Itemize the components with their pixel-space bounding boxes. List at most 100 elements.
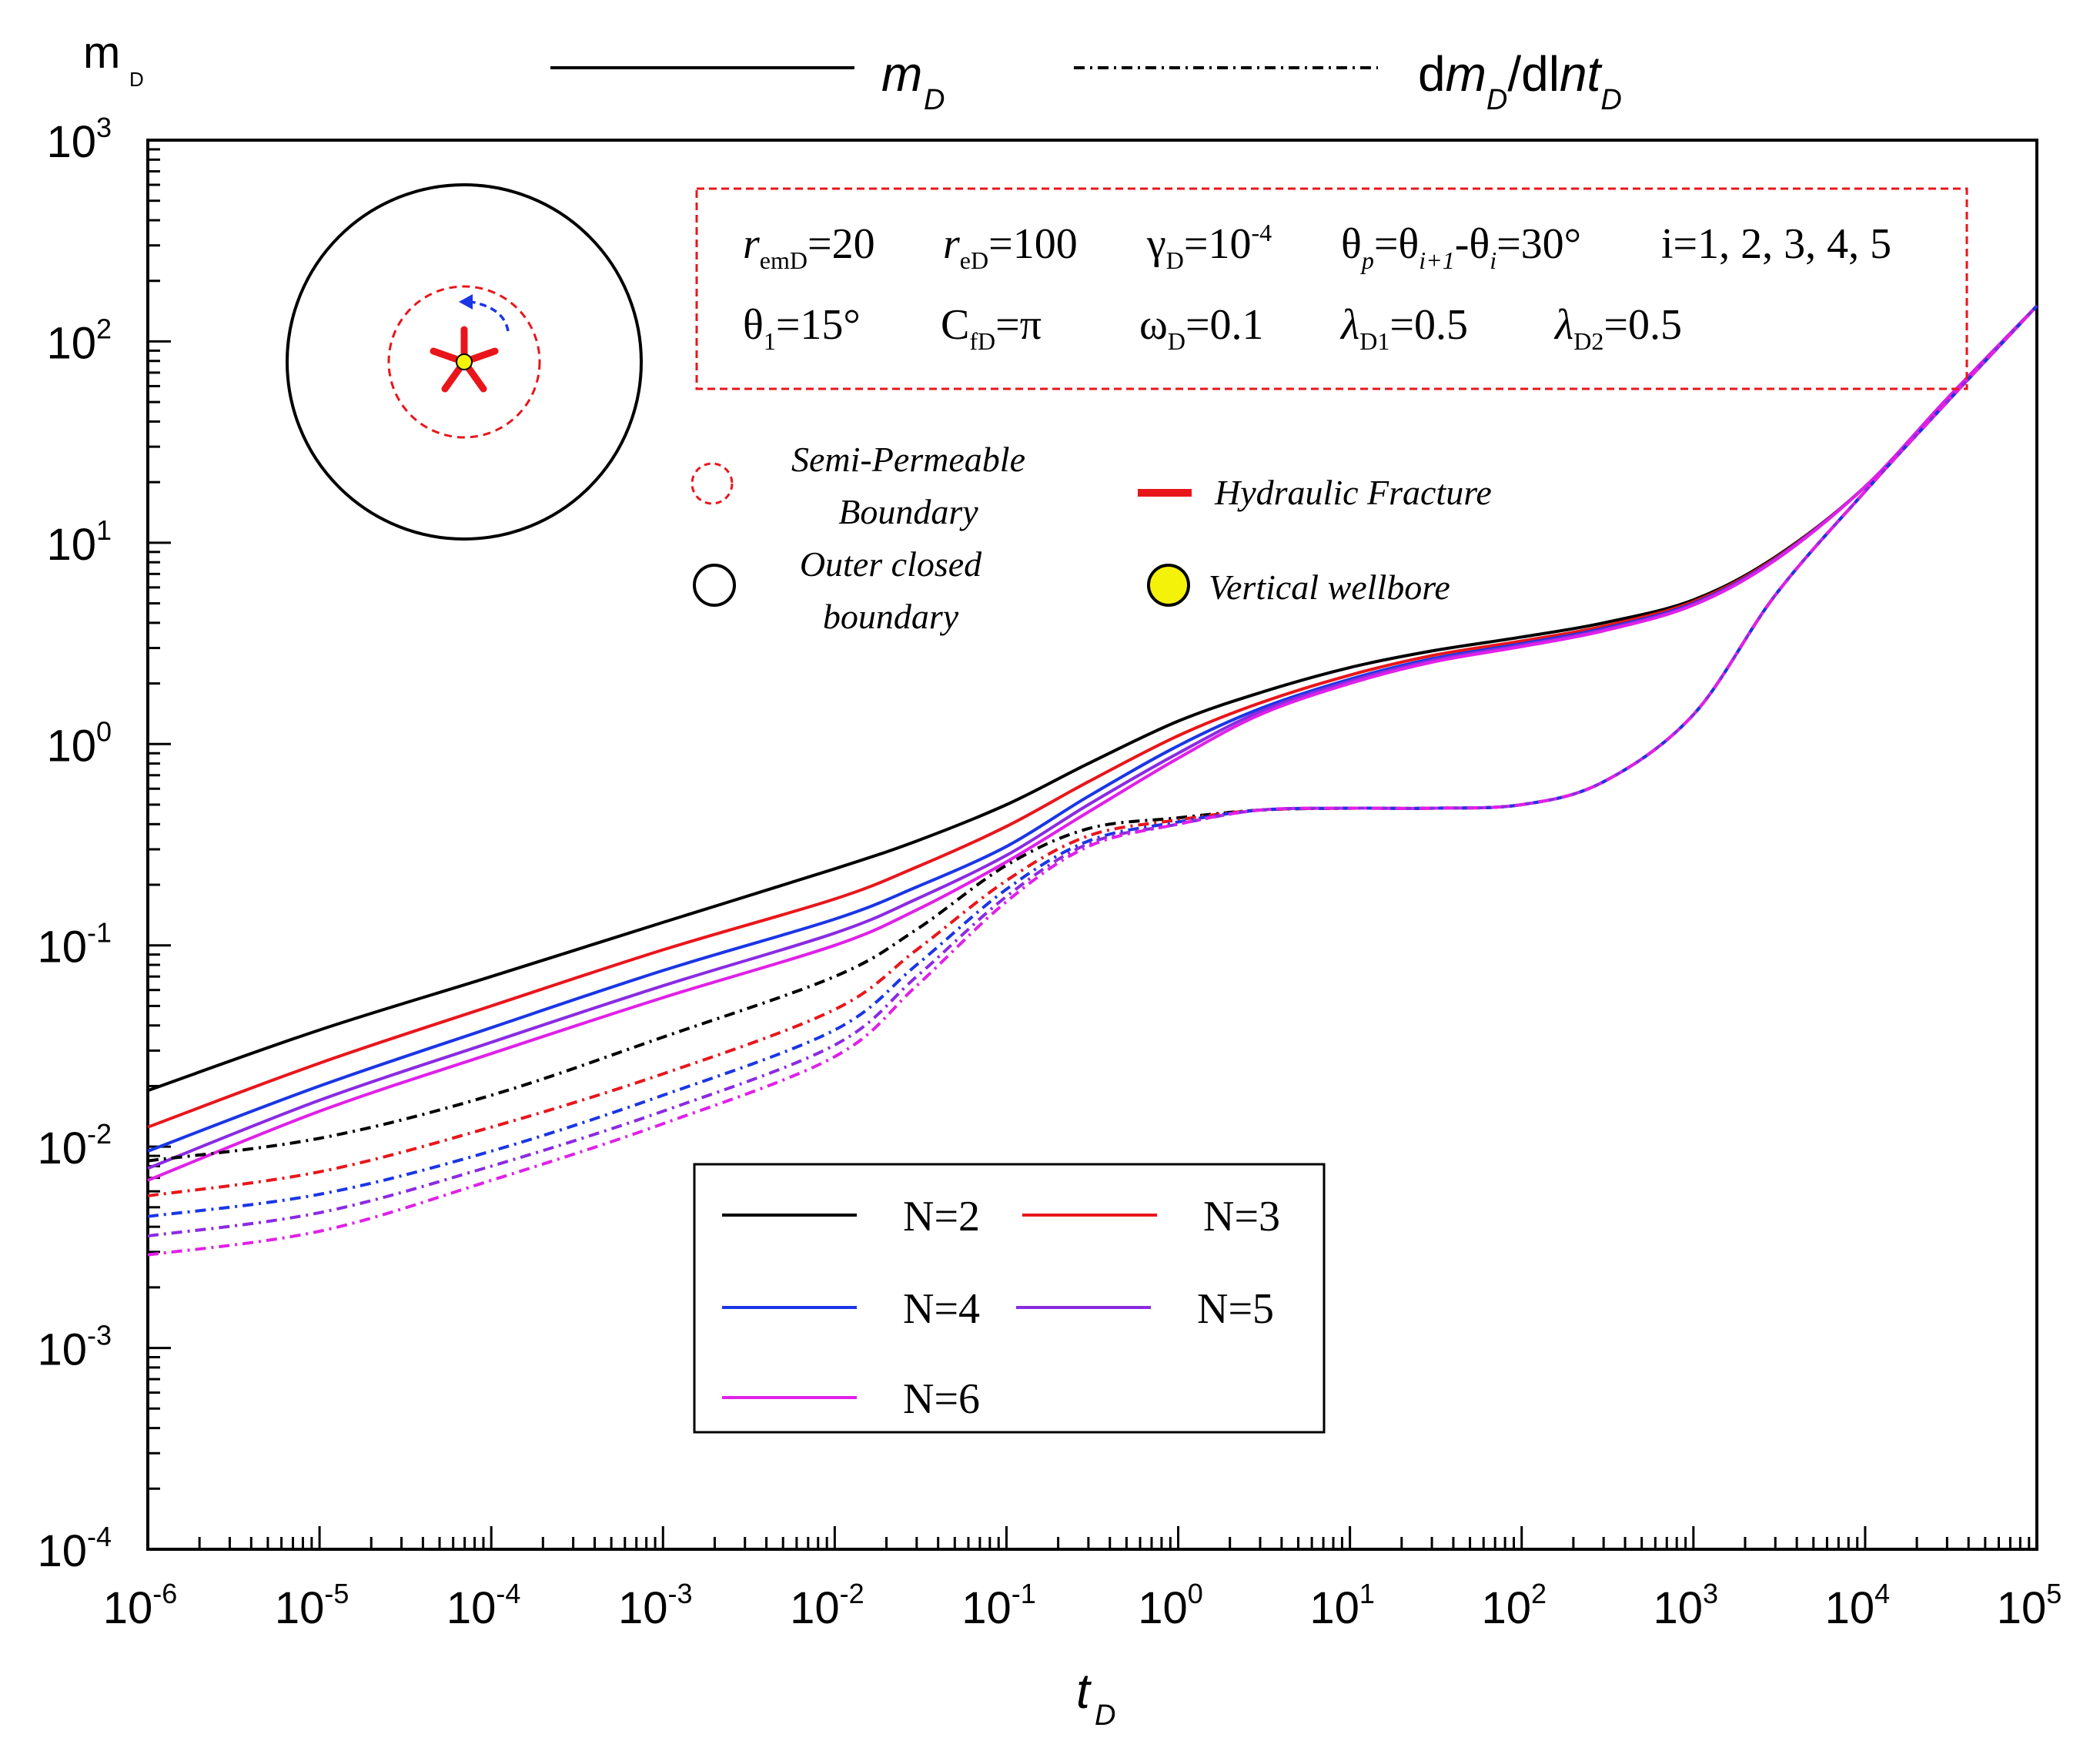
y-tick-base: 10 [37,922,87,973]
x-tick-label: 10-6 [103,1578,178,1633]
dash-dl: /dl [1507,46,1560,102]
x-tick-exp: -3 [668,1578,693,1609]
theta-p-main: θ [1341,220,1362,268]
lambda2-main: λ [1553,301,1573,349]
i-values: i=1, 2, 3, 4, 5 [1661,220,1891,268]
x-tick-labels: 10-6 10-5 10-4 10-3 10-2 10-1 100 101 102 103 104 1… [103,1578,2062,1633]
series-legend-frame [693,1163,1326,1434]
theta1-val: =15° [776,301,861,349]
wellbore-marker [1147,564,1190,607]
ylabel-sub: D [129,68,144,91]
x-tick-base: 10 [275,1583,325,1633]
lambda2-val: =0.5 [1603,301,1682,349]
y-tick-exp: 3 [96,112,112,143]
legend-label-n5: N=5 [1197,1285,1274,1333]
param-row-1: remD=20 reD=100 γD=10-4 θp=θi+1-θi=30° i… [743,203,1891,274]
xlabel-main: t [1076,1663,1092,1719]
x-tick-label: 10-4 [446,1578,521,1633]
x-tick-exp: 4 [1874,1578,1890,1609]
outer-boundary-label-2: boundary [823,597,959,636]
mD-line-n2 [147,305,2038,1093]
schematic-legend: Semi-Permeable Boundary Outer closed bou… [691,440,1492,636]
xlabel-sub: D [1095,1699,1115,1732]
x-tick-exp: 3 [1703,1578,1718,1609]
dmD-line-n2 [147,305,2038,1163]
legend-entries: N=2 N=3 N=4 N=5 N=6 [722,1193,1280,1423]
semi-permeable-marker [691,462,734,505]
x-tick-base: 10 [1825,1583,1875,1633]
dash-sub2: D [1600,84,1621,116]
dashdot-legend-text: dmD/dlntD [1418,46,1622,116]
y-tick-exp: 1 [96,514,112,546]
x-tick-label: 100 [1138,1578,1203,1633]
theta-p-val: =30° [1496,220,1581,268]
y-tick-exp: -4 [87,1521,112,1552]
x-tick-base: 10 [446,1583,497,1633]
x-tick-label: 10-3 [618,1578,693,1633]
x-tick-exp: -5 [324,1578,349,1609]
y-tick-label: 10-3 [37,1320,112,1375]
y-tick-label: 10-2 [37,1118,112,1173]
outer-boundary-label-1: Outer closed [800,544,982,584]
theta-p-minus: -θ [1455,220,1490,268]
x-tick-base: 10 [1997,1583,2047,1633]
theta1-sub: 1 [764,327,776,355]
omega-main: ω [1139,301,1168,349]
y-tick-exp: -2 [87,1118,112,1150]
r-e-main: r [943,220,960,268]
theta1-main: θ [743,301,764,349]
hydraulic-fracture-label: Hydraulic Fracture [1214,473,1492,512]
solid-legend-main: m [881,46,922,102]
mD-line-n3 [147,305,2038,1129]
x-tick-exp: 5 [2046,1578,2062,1609]
gamma-main: γ [1146,220,1166,268]
x-tick-exp: 0 [1188,1578,1203,1609]
rotation-arrow-head [459,294,473,310]
y-tick-label: 101 [46,514,112,570]
theta-p-sub2: i+1 [1419,246,1454,274]
wellbore-dot [456,353,473,370]
x-tick-exp: 1 [1359,1578,1375,1609]
semi-permeable-circle [387,285,541,439]
y-tick-base: 10 [46,318,96,368]
dmD-line-n5 [147,305,2038,1238]
lambda1-val: =0.5 [1389,301,1468,349]
reservoir-schematic [286,183,643,541]
theta-p-eq: =θ [1374,220,1419,268]
mD-line-n6 [147,305,2038,1182]
y-tick-base: 10 [37,1526,87,1576]
x-tick-label: 102 [1481,1578,1547,1633]
x-tick-label: 10-5 [275,1578,349,1633]
gamma-sub: D [1166,246,1184,274]
y-tick-base: 10 [37,1325,87,1375]
solid-legend-sub: D [924,84,945,116]
series-layer [147,305,2038,1257]
x-tick-base: 10 [1481,1583,1531,1633]
lambda1-main: λ [1339,301,1359,349]
mD-line-n5 [147,305,2038,1170]
gamma-exp: -4 [1251,219,1272,246]
x-tick-base: 10 [103,1583,153,1633]
cfd-main: C [941,301,969,349]
x-tick-exp: -1 [1012,1578,1036,1609]
x-tick-label: 105 [1997,1578,2062,1633]
legend-label-n3: N=3 [1203,1193,1280,1240]
plot-frame [146,139,2038,1551]
x-tick-base: 10 [618,1583,668,1633]
omega-val: =0.1 [1185,301,1264,349]
x-tick-base: 10 [790,1583,840,1633]
y-tick-exp: 2 [96,313,112,344]
dash-d: d [1418,46,1446,102]
y-tick-label: 102 [46,313,112,368]
r-e-sub: eD [960,246,988,274]
series-legend: N=2 N=3 N=4 N=5 N=6 [693,1163,1326,1434]
y-tick-label: 10-4 [37,1521,112,1576]
r-em-main: r [743,220,760,268]
parameter-box: remD=20 reD=100 γD=10-4 θp=θi+1-θi=30° i… [695,187,1968,390]
x-tick-base: 10 [1309,1583,1359,1633]
r-em-sub: emD [760,246,808,274]
minor-ticks [146,148,2031,1551]
legend-label-n2: N=2 [903,1193,980,1240]
